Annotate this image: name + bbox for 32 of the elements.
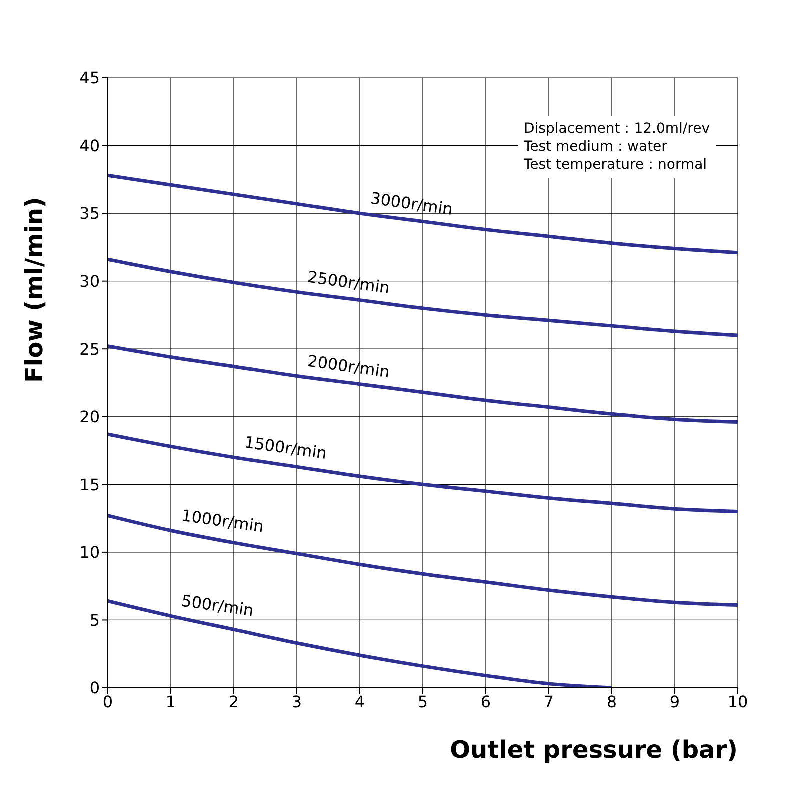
y-tick-label: 10 — [80, 543, 100, 562]
x-axis-title: Outlet pressure (bar) — [450, 736, 738, 764]
text: 2000r/min — [306, 351, 392, 382]
text: 500r/min — [180, 591, 256, 620]
annotation: Test medium：water — [524, 138, 668, 156]
x-tick-label: 1 — [166, 692, 176, 712]
text: 2500r/min — [306, 267, 392, 298]
y-tick-label: 45 — [80, 68, 100, 88]
x-tick-label: 10 — [728, 692, 748, 712]
y-axis-title: Flow (ml/min) — [20, 197, 49, 383]
x-tick-label: 0 — [102, 692, 114, 712]
y-tick-label: 40 — [80, 136, 100, 156]
y-tick-label: 35 — [80, 204, 100, 224]
annotation: Displacement：12.0ml/rev — [524, 120, 710, 138]
x-tick-label: 3 — [292, 692, 302, 712]
x-tick-label: 7 — [544, 692, 554, 712]
x-tick-label: 6 — [480, 692, 492, 712]
text: 1500r/min — [243, 432, 328, 464]
text: 3000r/min — [369, 188, 454, 220]
y-tick-label: 5 — [90, 610, 100, 630]
y-tick-label: 20 — [80, 408, 100, 427]
y-tick-label: 25 — [80, 340, 100, 359]
text: 1000r/min — [180, 506, 266, 536]
y-tick-label: 0 — [90, 678, 100, 698]
y-tick-label: 30 — [80, 272, 100, 292]
x-tick-label: 4 — [354, 692, 366, 712]
x-tick-label: 9 — [670, 692, 680, 712]
annotation: Test temperature：normal — [524, 156, 708, 174]
x-tick-label: 2 — [228, 692, 240, 712]
x-tick-label: 5 — [418, 692, 428, 712]
y-tick-label: 15 — [80, 475, 100, 494]
x-tick-label: 8 — [606, 692, 618, 712]
